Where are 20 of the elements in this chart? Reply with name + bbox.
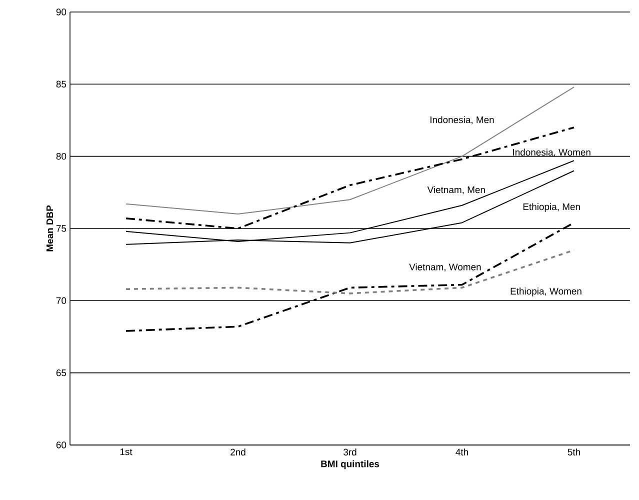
series-label: Indonesia, Women bbox=[513, 148, 590, 157]
y-tick-label: 85 bbox=[56, 80, 66, 88]
x-tick-label: 1st bbox=[120, 448, 132, 456]
y-tick-label: 75 bbox=[56, 225, 66, 232]
series-label: Vietnam, Men bbox=[427, 186, 485, 194]
y-tick-label: 70 bbox=[56, 297, 66, 304]
series-label: Ethiopia, Men bbox=[523, 203, 580, 212]
y-tick-label: 65 bbox=[56, 369, 66, 376]
x-tick-label: 3rd bbox=[344, 448, 356, 456]
y-tick-label: 90 bbox=[56, 8, 66, 16]
series-label: Indonesia, Men bbox=[430, 116, 494, 124]
x-tick-label: 4th bbox=[456, 448, 468, 456]
y-tick-label: 80 bbox=[56, 152, 66, 160]
x-tick-label: 2nd bbox=[230, 448, 246, 456]
y-axis-title: Mean DBP bbox=[46, 205, 54, 252]
y-tick-label: 60 bbox=[56, 442, 66, 448]
series-label: Vietnam, Women bbox=[409, 263, 481, 272]
x-tick-label: 5th bbox=[568, 448, 580, 456]
x-axis-title: BMI quintiles bbox=[321, 460, 380, 470]
series-label: Ethiopia, Women bbox=[510, 288, 582, 296]
